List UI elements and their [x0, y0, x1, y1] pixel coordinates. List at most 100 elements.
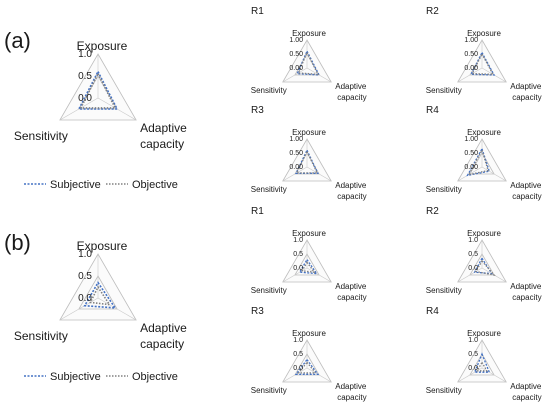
radar-spoke: [97, 297, 137, 321]
axis-label-sensitivity: Sensitivity: [251, 286, 287, 295]
axis-label-adaptive-capacity: capacity: [512, 393, 541, 402]
radar-charts: 0.00.51.0ExposureAdaptivecapacitySensiti…: [14, 6, 542, 402]
axis-label-adaptive-capacity: capacity: [337, 93, 366, 102]
axis-label-adaptive-capacity: capacity: [512, 93, 541, 102]
axis-label-exposure: Exposure: [77, 239, 128, 253]
axis-label-exposure: Exposure: [467, 29, 501, 38]
tick-label: 0.5: [78, 271, 92, 282]
axis-label-sensitivity: Sensitivity: [426, 185, 462, 194]
radar-inner-ring: [469, 353, 495, 376]
tick-label: 0.5: [293, 251, 303, 258]
series-subjective-polygon: [470, 51, 496, 76]
tick-label: 1.0: [78, 49, 92, 60]
axis-label-sensitivity: Sensitivity: [426, 86, 462, 95]
axis-label-sensitivity: Sensitivity: [251, 185, 287, 194]
tick-label: 0.50: [289, 150, 303, 157]
tick-label: 0.0: [78, 93, 92, 104]
radar-inner-ring: [294, 253, 320, 276]
legend-label-subjective: Subjective: [50, 179, 101, 191]
axis-label-sensitivity: Sensitivity: [251, 86, 287, 95]
chart-title: R3: [251, 105, 264, 116]
axis-label-adaptive-capacity: capacity: [337, 192, 366, 201]
axis-label-adaptive-capacity: Adaptive: [335, 181, 367, 190]
panel-label-b: (b): [4, 230, 31, 255]
chart-title: R4: [426, 306, 439, 317]
axis-label-sensitivity: Sensitivity: [426, 286, 462, 295]
tick-label: 0.0: [293, 365, 303, 372]
axis-label-exposure: Exposure: [467, 128, 501, 137]
series-subjective-polygon: [294, 358, 320, 375]
axis-label-sensitivity: Sensitivity: [251, 386, 287, 395]
series-subjective-polygon: [83, 281, 117, 309]
series-objective-polygon: [467, 148, 489, 176]
chart-title: R1: [251, 206, 264, 217]
series-objective-polygon: [297, 361, 317, 374]
series-subjective-polygon: [466, 147, 491, 177]
tick-label: 1.0: [293, 237, 303, 244]
axis-label-exposure: Exposure: [467, 329, 501, 338]
axis-label-sensitivity: Sensitivity: [14, 129, 68, 143]
axis-label-adaptive-capacity: capacity: [337, 393, 366, 402]
tick-label: 0.5: [293, 351, 303, 358]
tick-label: 0.00: [464, 164, 478, 171]
tick-label: 1.0: [293, 337, 303, 344]
legends: Subjective Objective Subjective Objective: [24, 179, 178, 383]
tick-label: 0.0: [468, 265, 478, 272]
tick-label: 0.0: [468, 365, 478, 372]
axis-label-adaptive-capacity: Adaptive: [510, 282, 542, 291]
axis-label-adaptive-capacity: capacity: [140, 137, 184, 151]
radar-spoke: [306, 67, 332, 83]
axis-label-exposure: Exposure: [77, 39, 128, 53]
series-objective-polygon: [295, 150, 319, 174]
tick-label: 1.0: [468, 237, 478, 244]
radar-spoke: [306, 166, 332, 182]
tick-label: 0.5: [78, 71, 92, 82]
radar-spoke: [457, 267, 483, 283]
legend-b: Subjective Objective: [24, 371, 178, 383]
tick-label: 1.00: [289, 37, 303, 44]
radar-spoke: [282, 67, 308, 83]
radar-spoke: [59, 97, 99, 121]
tick-label: 1.0: [78, 249, 92, 260]
legend-label-objective: Objective: [132, 179, 178, 191]
axis-label-adaptive-capacity: capacity: [140, 337, 184, 351]
series-objective-polygon: [471, 52, 495, 75]
radar-spoke: [282, 367, 308, 383]
tick-label: 0.0: [293, 265, 303, 272]
radar-spoke: [306, 267, 332, 283]
series-subjective-polygon: [77, 69, 119, 110]
tick-label: 1.00: [289, 136, 303, 143]
tick-label: 0.0: [78, 293, 92, 304]
radar-spoke: [457, 67, 483, 83]
axis-label-adaptive-capacity: capacity: [512, 293, 541, 302]
axis-label-adaptive-capacity: Adaptive: [510, 82, 542, 91]
axis-label-sensitivity: Sensitivity: [426, 386, 462, 395]
tick-label: 0.50: [464, 150, 478, 157]
series-objective-polygon: [79, 72, 117, 109]
series-objective-polygon: [297, 51, 319, 76]
chart-title: R2: [426, 6, 439, 17]
radar-spoke: [59, 297, 99, 321]
radar-spoke: [282, 166, 308, 182]
axis-label-adaptive-capacity: Adaptive: [140, 121, 187, 135]
axis-label-adaptive-capacity: Adaptive: [335, 282, 367, 291]
series-subjective-polygon: [296, 49, 321, 76]
chart-title: R2: [426, 206, 439, 217]
radar-inner-ring: [469, 152, 495, 175]
tick-label: 0.50: [289, 51, 303, 58]
series-objective-polygon: [474, 259, 496, 276]
axis-label-adaptive-capacity: Adaptive: [140, 321, 187, 335]
axis-label-adaptive-capacity: Adaptive: [510, 181, 542, 190]
axis-label-adaptive-capacity: Adaptive: [335, 382, 367, 391]
legend-label-subjective: Subjective: [50, 371, 101, 383]
